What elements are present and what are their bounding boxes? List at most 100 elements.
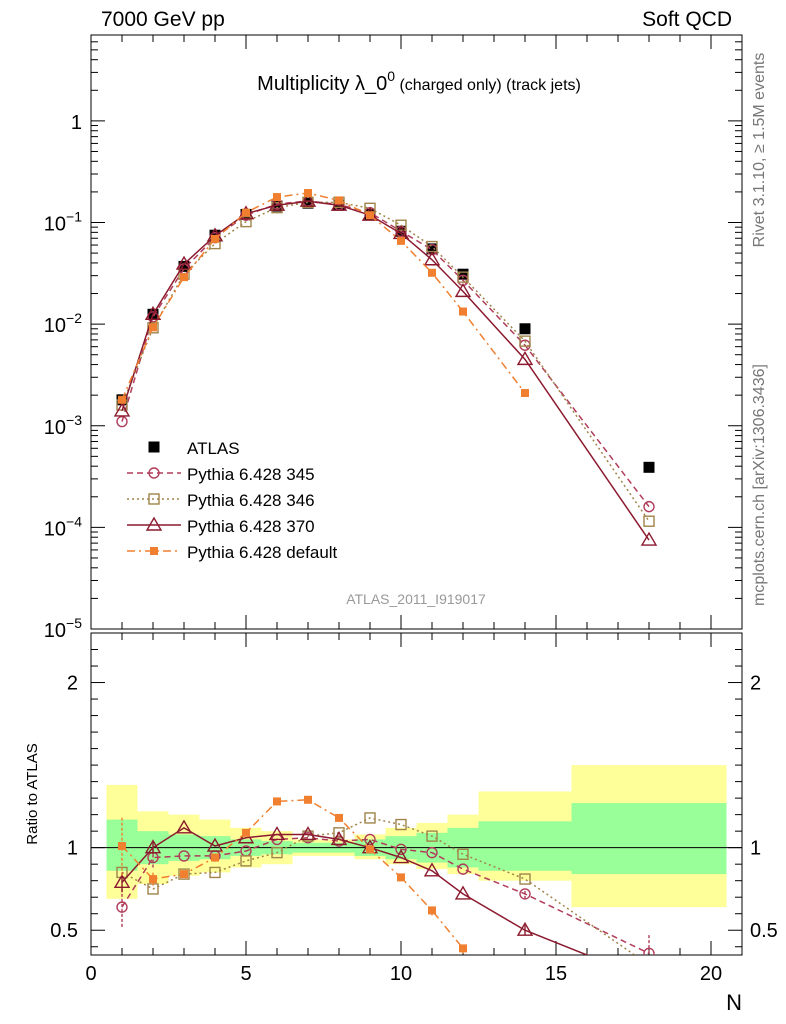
- series-3-ratio-point: [144, 839, 162, 854]
- ratio-ytick-label-right: 0.5: [750, 920, 778, 942]
- series-2-ratio-point: [364, 812, 376, 824]
- series-4-ratio-point: [180, 870, 188, 879]
- series-2-ratio-point: [333, 827, 345, 839]
- series-4-main-point: [459, 307, 467, 316]
- series-2-main-point: [643, 515, 655, 527]
- series-3-main-point: [516, 350, 534, 366]
- series-3-main-point: [144, 305, 162, 320]
- series-2-ratio-point: [426, 830, 438, 842]
- ratio-band-inner: [571, 803, 727, 875]
- legend-label: Pythia 6.428 default: [187, 543, 338, 562]
- series-1-ratio-point: [643, 947, 655, 955]
- series-3-ratio-point: [113, 873, 131, 889]
- main-ytick-label: 10−4: [44, 513, 82, 540]
- series-2-main-point: [395, 219, 407, 231]
- series-4-ratio-point: [428, 906, 436, 915]
- series-4-main-point: [335, 196, 343, 205]
- series-4-ratio-point: [211, 853, 219, 862]
- series-4-main-point: [211, 234, 219, 243]
- ratio-band-inner: [478, 821, 572, 871]
- legend-marker: [150, 547, 158, 555]
- atlas-data-point: [426, 243, 438, 255]
- series-2-ratio-point: [519, 873, 531, 885]
- rivet-label: Rivet 3.1.10, ≥ 1.5M events: [751, 53, 768, 248]
- legend-marker: [145, 516, 163, 531]
- series-2-ratio-point: [644, 960, 654, 970]
- series-4-ratio-point: [273, 797, 281, 806]
- series-3-ratio-point: [423, 862, 441, 877]
- atlas-data-point: [643, 461, 655, 473]
- series-3-main-point: [299, 192, 317, 207]
- series-3-ratio-point: [268, 826, 286, 841]
- main-ytick-label: 10−2: [44, 310, 82, 337]
- x-axis-label: N: [726, 990, 742, 1015]
- atlas-data-point: [519, 323, 531, 335]
- legend-label: ATLAS: [187, 439, 240, 458]
- series-4-ratio-point: [304, 795, 312, 804]
- x-tick-label: 0: [85, 963, 96, 985]
- header-left-label: 7000 GeV pp: [101, 8, 225, 31]
- main-ytick-label: 1: [71, 112, 82, 134]
- ratio-ytick-label: 0.5: [50, 920, 78, 942]
- series-3-main-point: [113, 402, 131, 417]
- series-1-ratio-point: [457, 863, 469, 875]
- series-1-ratio-point: [519, 888, 531, 900]
- main-ytick-label: 10−5: [44, 615, 82, 642]
- series-3-ratio-point: [206, 837, 224, 852]
- main-ytick-label: 10−3: [44, 412, 82, 439]
- series-3-ratio-point: [330, 831, 348, 846]
- series-3-main-point: [423, 251, 441, 266]
- series-2-ratio-point: [178, 868, 190, 880]
- ratio-panel: 0 5 10 15 20N 2 2 1 1 0.5 0.5 Ratio to ATLAS: [24, 632, 778, 1015]
- legend-marker: [148, 467, 160, 479]
- legend-marker: [148, 493, 160, 505]
- series-3-main-line: [121, 200, 650, 541]
- series-2-ratio-point: [209, 866, 221, 879]
- series-4-main-point: [118, 395, 126, 404]
- series-1-ratio-point: [426, 846, 438, 859]
- series-4-main-point: [242, 208, 250, 217]
- series-4-main-point: [366, 211, 374, 220]
- legend-marker-atlas: [148, 441, 160, 453]
- series-3-ratio-point: [392, 849, 410, 864]
- main-ytick-label: 10−1: [44, 209, 82, 236]
- series-4-ratio-point: [149, 875, 157, 884]
- x-tick-label: 5: [240, 963, 251, 985]
- series-4-ratio-point: [459, 944, 467, 953]
- atlas-data-point: [178, 260, 190, 272]
- series-2-ratio-point: [240, 855, 252, 867]
- series-2-main-point: [457, 271, 469, 283]
- series-4-main-point: [521, 389, 529, 398]
- series-1-main-point: [643, 500, 655, 513]
- series-3-ratio-point: [175, 819, 193, 834]
- header-right-label: Soft QCD: [642, 8, 732, 31]
- ratio-y-axis-label: Ratio to ATLAS: [24, 743, 41, 844]
- series-3-ratio-point: [642, 973, 656, 985]
- side-labels: Rivet 3.1.10, ≥ 1.5M events mcplots.cern.…: [751, 53, 768, 606]
- legend: ATLAS Pythia 6.428 345 Pythia 6.428 346 Pyt…: [127, 439, 338, 562]
- series-2-main-point: [519, 335, 531, 347]
- series-3-ratio-point: [454, 885, 472, 900]
- ratio-ytick-label: 1: [67, 838, 78, 860]
- series-4-ratio-line: [121, 799, 464, 949]
- legend-label: Pythia 6.428 345: [187, 465, 315, 484]
- series-1-ratio-point: [178, 850, 190, 862]
- series-2-ratio-point: [395, 818, 407, 831]
- series-4-ratio-point: [242, 828, 250, 837]
- series-4-main-point: [149, 323, 157, 332]
- main-series: [113, 189, 658, 546]
- series-3-main-point: [640, 531, 658, 546]
- series-3-ratio-point: [516, 921, 534, 936]
- series-4-main-point: [397, 236, 405, 245]
- series-4-main-point: [273, 193, 281, 202]
- main-panel: 1 10−1 10−2 10−3 10−4 10−5 Multiplicity λ_00 (…: [44, 34, 743, 642]
- series-4-main-point: [428, 268, 436, 277]
- x-tick-label: 15: [545, 963, 567, 985]
- ratio-ytick-label-right: 1: [750, 838, 761, 860]
- series-4-main-point: [304, 189, 312, 198]
- series-3-main-point: [175, 255, 193, 270]
- legend-label: Pythia 6.428 346: [187, 491, 315, 510]
- series-2-ratio-point: [271, 846, 283, 859]
